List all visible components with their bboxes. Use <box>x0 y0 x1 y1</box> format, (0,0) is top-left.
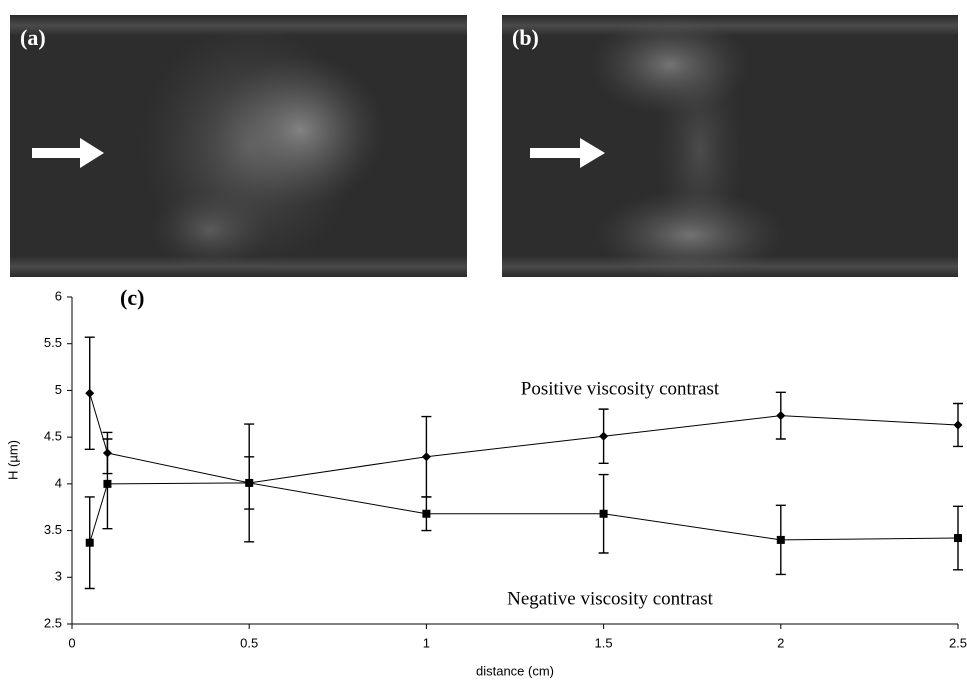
series-name: Positive viscosity contrast <box>521 378 720 399</box>
data-point <box>103 479 112 488</box>
series-name: Negative viscosity contrast <box>507 588 714 609</box>
x-tick-label: 1 <box>423 635 430 650</box>
x-tick-label: 1.5 <box>595 635 613 650</box>
data-point <box>599 431 609 441</box>
data-point <box>776 411 786 421</box>
y-tick-label: 6 <box>55 288 62 303</box>
x-tick-label: 2.5 <box>949 635 967 650</box>
image-b: (b) <box>502 15 958 280</box>
x-tick-label: 0 <box>68 635 75 650</box>
x-tick-label: 0.5 <box>240 635 258 650</box>
image-a: (a) <box>10 15 467 277</box>
x-axis-label: distance (cm) <box>476 663 554 678</box>
data-point <box>954 534 962 543</box>
y-axis-label: H (µm) <box>5 440 20 480</box>
data-point <box>953 420 963 430</box>
panel-label: (b) <box>512 25 539 50</box>
y-tick-label: 3.5 <box>44 522 62 537</box>
panel-label: (a) <box>20 25 46 50</box>
data-point <box>421 452 431 462</box>
data-point <box>776 535 785 544</box>
y-tick-label: 3 <box>55 569 62 584</box>
y-tick-label: 5.5 <box>44 335 62 350</box>
data-point <box>599 509 608 518</box>
y-tick-label: 2.5 <box>44 615 62 630</box>
panel-label: (c) <box>120 285 144 310</box>
data-point <box>245 478 254 487</box>
data-point <box>85 388 95 398</box>
y-tick-label: 4.5 <box>44 429 62 444</box>
x-tick-label: 2 <box>777 635 784 650</box>
y-tick-label: 5 <box>55 382 62 397</box>
data-point <box>422 509 431 518</box>
chart: (c) distance (cm) H (µm) 2.5 3 3.5 4 4.5 5 5.5… <box>5 285 967 678</box>
series-line <box>89 393 959 484</box>
series-line <box>89 482 959 543</box>
data-point <box>85 538 94 547</box>
y-tick-label: 4 <box>55 475 62 490</box>
